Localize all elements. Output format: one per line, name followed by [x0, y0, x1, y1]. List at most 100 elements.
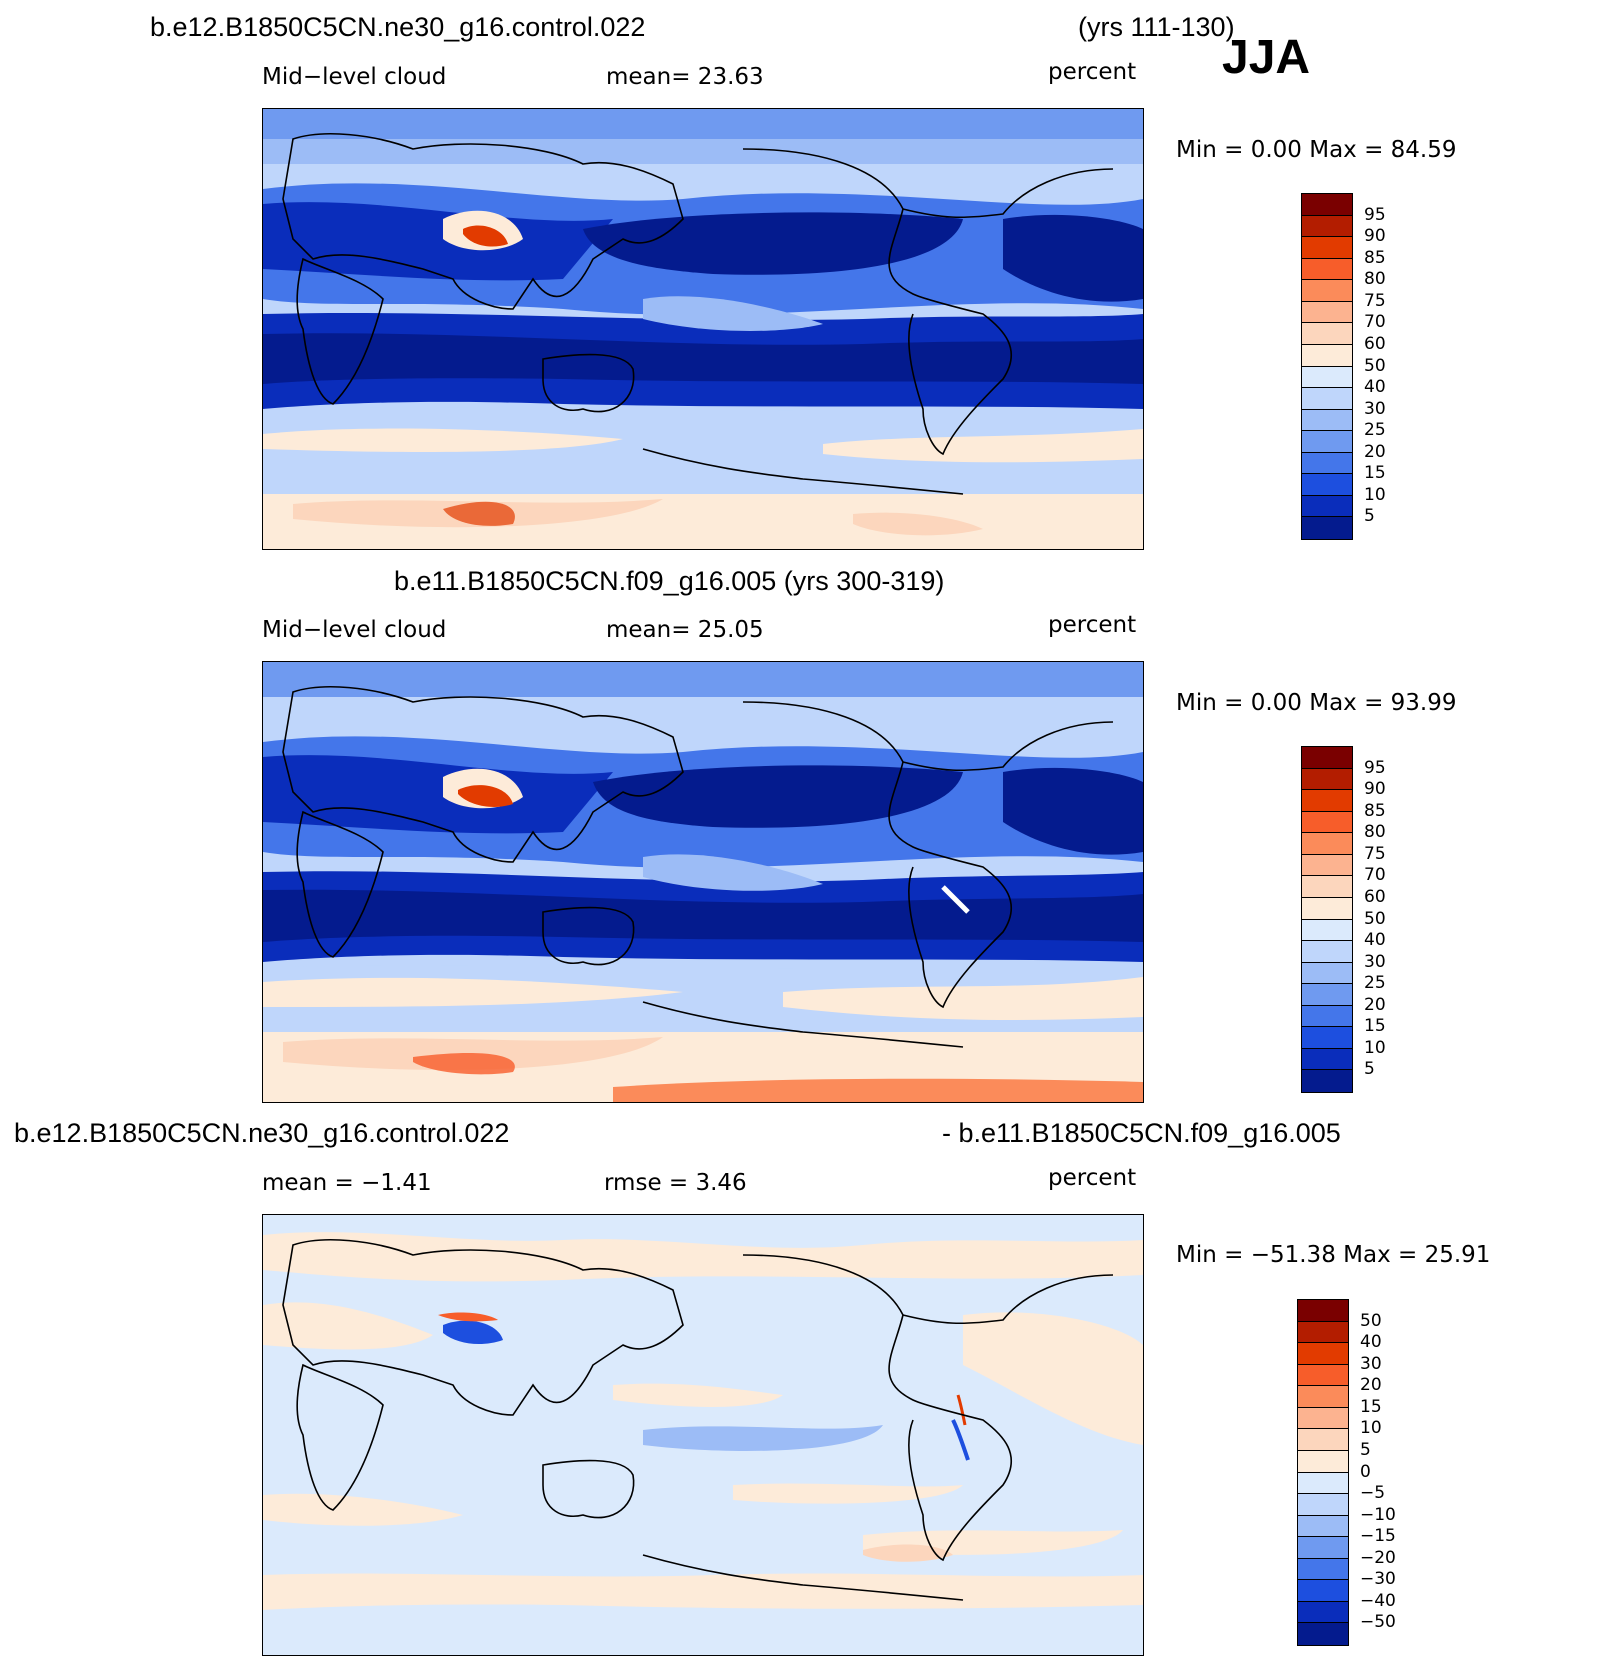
colorbar-tick-label: 60 — [1364, 333, 1386, 354]
colorbar-swatch — [1302, 366, 1352, 389]
colorbar-swatch — [1302, 919, 1352, 942]
panel3-case-title: b.e12.B1850C5CN.ne30_g16.control.022 — [14, 1118, 510, 1148]
panel1-map — [262, 108, 1144, 550]
colorbar-tick-label: 80 — [1364, 822, 1386, 843]
colorbar-swatch — [1302, 452, 1352, 475]
colorbar-swatch — [1302, 301, 1352, 324]
colorbar-tick-label: 85 — [1364, 800, 1386, 821]
colorbar-swatch — [1298, 1494, 1348, 1516]
panel1-mean-label: mean= 23.63 — [606, 64, 764, 90]
panel2-colorbar — [1301, 746, 1353, 1093]
colorbar-tick-label: −20 — [1360, 1547, 1396, 1568]
colorbar-swatch — [1302, 194, 1352, 216]
colorbar-tick-label: 5 — [1364, 506, 1375, 527]
colorbar-tick-label: 50 — [1364, 908, 1386, 929]
colorbar-tick-label: 15 — [1360, 1396, 1382, 1417]
colorbar-tick-label: 75 — [1364, 290, 1386, 311]
colorbar-tick-label: 40 — [1364, 377, 1386, 398]
colorbar-tick-label: −30 — [1360, 1569, 1396, 1590]
colorbar-swatch — [1302, 495, 1352, 518]
colorbar-swatch — [1302, 388, 1352, 410]
colorbar-swatch — [1298, 1429, 1348, 1451]
colorbar-tick-label: 0 — [1360, 1461, 1371, 1482]
colorbar-tick-label: −10 — [1360, 1504, 1396, 1525]
colorbar-tick-label: 50 — [1364, 355, 1386, 376]
colorbar-tick-label: 15 — [1364, 463, 1386, 484]
colorbar-swatch — [1302, 790, 1352, 812]
season-label: JJA — [1222, 31, 1311, 84]
colorbar-swatch — [1298, 1515, 1348, 1538]
panel1-colorbar-cells — [1302, 194, 1352, 539]
colorbar-swatch — [1302, 258, 1352, 281]
colorbar-tick-label: 30 — [1360, 1353, 1382, 1374]
colorbar-tick-label: −50 — [1360, 1612, 1396, 1633]
colorbar-tick-label: 30 — [1364, 951, 1386, 972]
colorbar-swatch — [1302, 344, 1352, 367]
colorbar-tick-label: 25 — [1364, 420, 1386, 441]
colorbar-swatch — [1302, 854, 1352, 877]
colorbar-tick-label: 75 — [1364, 843, 1386, 864]
panel2-variable-label: Mid−level cloud — [262, 617, 447, 643]
colorbar-swatch — [1302, 237, 1352, 259]
colorbar-swatch — [1298, 1450, 1348, 1473]
colorbar-swatch — [1302, 1070, 1352, 1092]
colorbar-swatch — [1302, 474, 1352, 496]
colorbar-tick-label: 40 — [1364, 930, 1386, 951]
colorbar-tick-label: 95 — [1364, 757, 1386, 778]
panel3-mean-label: mean = −1.41 — [262, 1170, 432, 1196]
panel3-units-label: percent — [1048, 1165, 1137, 1191]
colorbar-swatch — [1298, 1558, 1348, 1581]
panel1-case-title: b.e12.B1850C5CN.ne30_g16.control.022 — [150, 12, 646, 42]
colorbar-tick-label: 5 — [1364, 1059, 1375, 1080]
colorbar-tick-label: 10 — [1360, 1418, 1382, 1439]
colorbar-swatch — [1302, 1048, 1352, 1071]
colorbar-tick-label: 5 — [1360, 1439, 1371, 1460]
colorbar-tick-label: 20 — [1364, 441, 1386, 462]
colorbar-swatch — [1302, 747, 1352, 769]
colorbar-tick-label: 20 — [1360, 1375, 1382, 1396]
panel3-minus-title: - b.e11.B1850C5CN.f09_g16.005 — [942, 1118, 1341, 1148]
colorbar-tick-label: 80 — [1364, 269, 1386, 290]
panel3-rmse-label: rmse = 3.46 — [604, 1170, 747, 1196]
panel3-colorbar-cells — [1298, 1300, 1348, 1645]
colorbar-tick-label: 70 — [1364, 312, 1386, 333]
colorbar-swatch — [1302, 897, 1352, 920]
panel2-colorbar-cells — [1302, 747, 1352, 1092]
colorbar-swatch — [1298, 1623, 1348, 1645]
colorbar-swatch — [1298, 1407, 1348, 1430]
colorbar-tick-label: 95 — [1364, 204, 1386, 225]
panel2-case-title: b.e11.B1850C5CN.f09_g16.005 (yrs 300-319… — [394, 566, 945, 596]
colorbar-swatch — [1302, 323, 1352, 345]
colorbar-tick-label: −15 — [1360, 1526, 1396, 1547]
colorbar-swatch — [1298, 1537, 1348, 1559]
colorbar-tick-label: −5 — [1360, 1483, 1386, 1504]
colorbar-tick-label: −40 — [1360, 1590, 1396, 1611]
panel2-mean-label: mean= 25.05 — [606, 617, 764, 643]
colorbar-tick-label: 15 — [1364, 1016, 1386, 1037]
colorbar-swatch — [1298, 1321, 1348, 1344]
colorbar-swatch — [1302, 280, 1352, 302]
panel3-colorbar — [1297, 1299, 1349, 1646]
colorbar-tick-label: 70 — [1364, 865, 1386, 886]
colorbar-swatch — [1302, 215, 1352, 238]
colorbar-swatch — [1302, 833, 1352, 855]
colorbar-swatch — [1302, 811, 1352, 834]
colorbar-swatch — [1298, 1472, 1348, 1495]
panel1-units-label: percent — [1048, 59, 1137, 85]
colorbar-tick-label: 90 — [1364, 226, 1386, 247]
colorbar-swatch — [1298, 1580, 1348, 1602]
colorbar-tick-label: 60 — [1364, 886, 1386, 907]
panel1-colorbar — [1301, 193, 1353, 540]
colorbar-tick-label: 85 — [1364, 247, 1386, 268]
colorbar-swatch — [1302, 517, 1352, 539]
colorbar-swatch — [1302, 941, 1352, 963]
colorbar-swatch — [1298, 1386, 1348, 1408]
colorbar-swatch — [1302, 1027, 1352, 1049]
colorbar-tick-label: 90 — [1364, 779, 1386, 800]
colorbar-swatch — [1302, 876, 1352, 898]
colorbar-swatch — [1298, 1364, 1348, 1387]
panel1-minmax-label: Min = 0.00 Max = 84.59 — [1176, 137, 1457, 163]
panel3-map — [262, 1214, 1144, 1656]
colorbar-swatch — [1302, 431, 1352, 453]
colorbar-swatch — [1298, 1300, 1348, 1322]
